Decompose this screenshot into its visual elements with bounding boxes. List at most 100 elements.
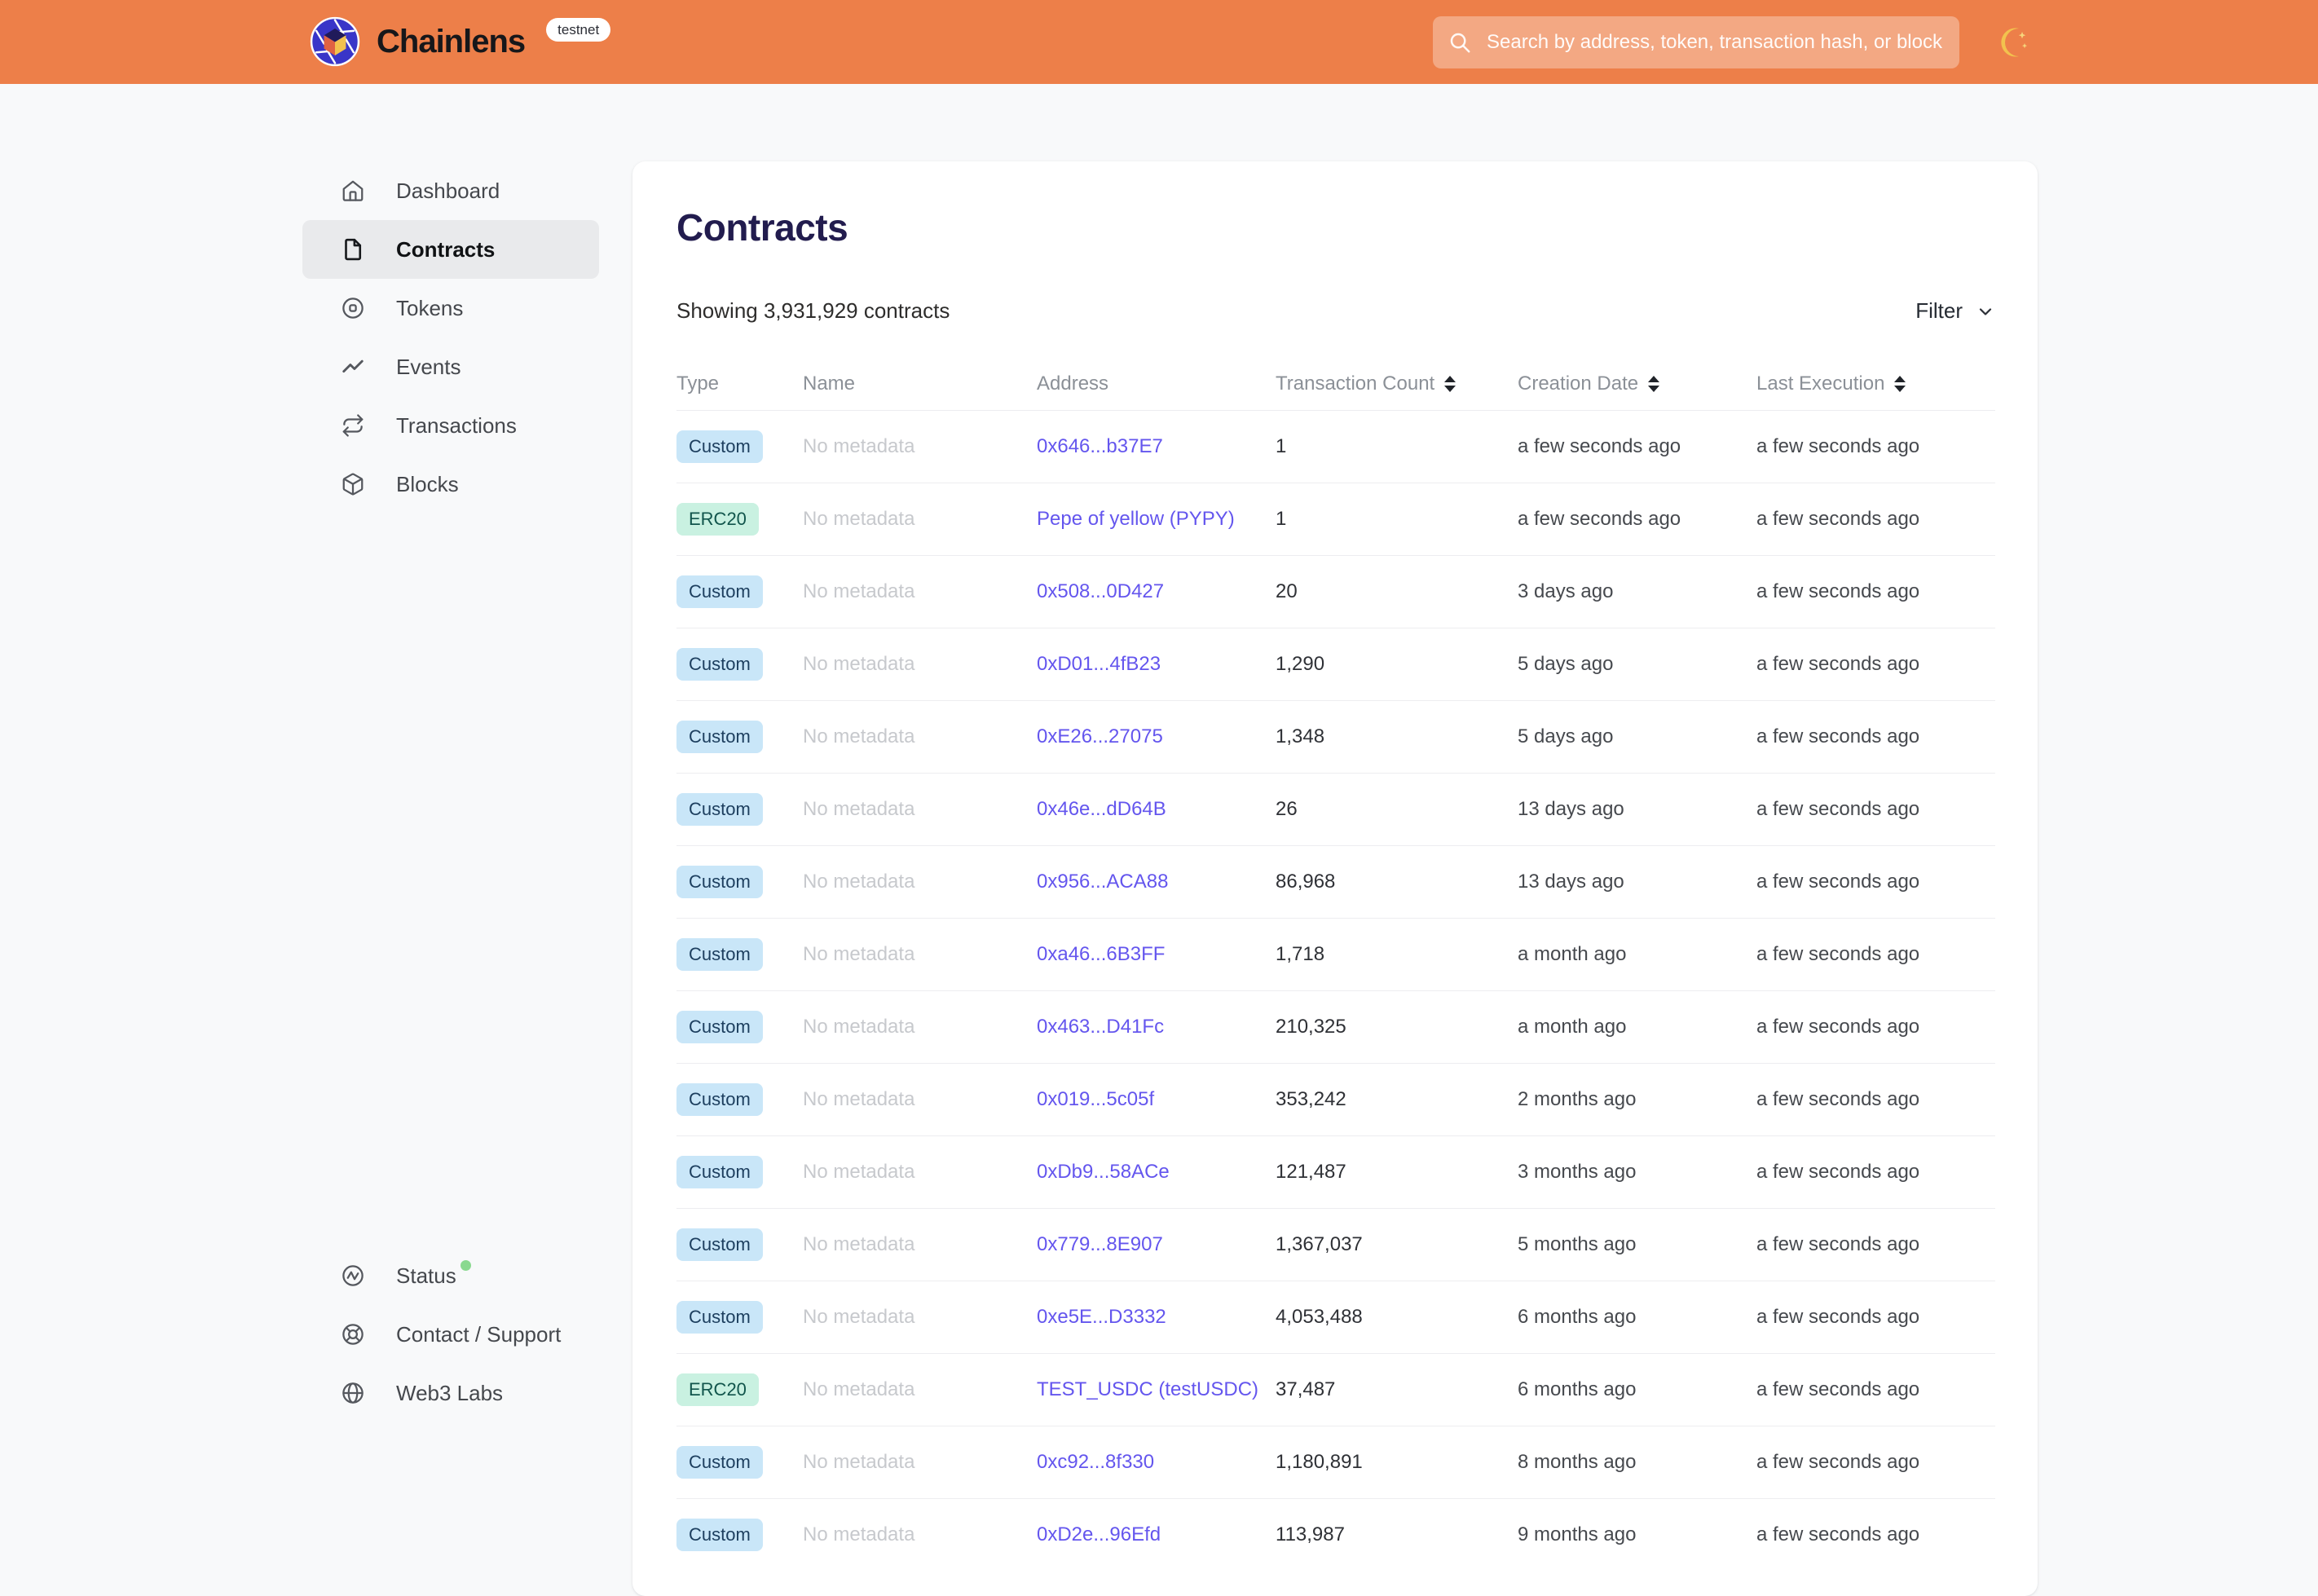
address-link[interactable]: 0xa46...6B3FF — [1037, 943, 1166, 965]
sort-toggle-icon[interactable] — [1648, 376, 1660, 392]
type-badge-cell: Custom — [676, 647, 803, 681]
address-link[interactable]: 0x508...0D427 — [1037, 580, 1165, 602]
sidebar-item-label: Transactions — [396, 412, 517, 438]
last-execution: a few seconds ago — [1756, 725, 1920, 747]
last-execution-cell: a few seconds ago — [1756, 1306, 1995, 1329]
column-header-transaction-count[interactable]: Transaction Count — [1276, 373, 1518, 395]
transaction-count-cell: 1 — [1276, 435, 1518, 458]
filter-button[interactable]: Filter — [1915, 298, 1995, 324]
table-row: Custom No metadata 0x508...0D427 20 3 days a… — [676, 555, 1995, 628]
contract-name: No metadata — [803, 943, 915, 965]
address-link[interactable]: Pepe of yellow (PYPY) — [1037, 508, 1235, 530]
address-link-cell: 0x646...b37E7 — [1037, 435, 1276, 458]
address-link[interactable]: 0x019...5c05f — [1037, 1088, 1155, 1110]
sidebar-nav: Dashboard Contracts Tokens Events Transa… — [302, 161, 599, 514]
sort-toggle-icon[interactable] — [1444, 376, 1456, 392]
moon-theme-toggle-icon[interactable] — [1995, 23, 2034, 62]
creation-date-cell: 13 days ago — [1518, 871, 1756, 893]
pulse-circle-icon — [341, 1263, 365, 1288]
last-execution: a few seconds ago — [1756, 1306, 1920, 1328]
transaction-count: 121,487 — [1276, 1161, 1346, 1183]
creation-date-cell: 9 months ago — [1518, 1523, 1756, 1546]
table-row: Custom No metadata 0x956...ACA88 86,968 13 d… — [676, 845, 1995, 918]
contract-name: No metadata — [803, 1451, 915, 1473]
table-row: Custom No metadata 0xa46...6B3FF 1,718 a mon… — [676, 918, 1995, 990]
search-box[interactable] — [1433, 16, 1959, 68]
column-header-last-execution[interactable]: Last Execution — [1756, 373, 1995, 395]
contract-name: No metadata — [803, 798, 915, 820]
type-badge: Custom — [676, 1228, 763, 1262]
last-execution: a few seconds ago — [1756, 1016, 1920, 1038]
contract-name: No metadata — [803, 1016, 915, 1038]
transaction-count: 1 — [1276, 435, 1287, 457]
contract-name-cell: No metadata — [803, 1306, 1037, 1329]
creation-date-cell: 6 months ago — [1518, 1306, 1756, 1329]
type-badge: Custom — [676, 647, 763, 681]
table-meta-row: Showing 3,931,929 contracts Filter — [676, 298, 1995, 324]
sidebar-item-label: Tokens — [396, 295, 464, 320]
address-link-cell: 0x779...8E907 — [1037, 1233, 1276, 1256]
contracts-card: Contracts Showing 3,931,929 contracts Fi… — [632, 161, 2038, 1596]
transaction-count-cell: 210,325 — [1276, 1016, 1518, 1038]
address-link[interactable]: 0xc92...8f330 — [1037, 1451, 1155, 1473]
brand[interactable]: Chainlens testnet — [310, 16, 611, 67]
creation-date: 6 months ago — [1518, 1378, 1637, 1400]
address-link[interactable]: 0x46e...dD64B — [1037, 798, 1166, 820]
transaction-count-cell: 1 — [1276, 508, 1518, 531]
address-link[interactable]: TEST_USDC (testUSDC) — [1037, 1378, 1259, 1400]
transaction-count-cell: 1,348 — [1276, 725, 1518, 748]
creation-date-cell: 2 months ago — [1518, 1088, 1756, 1111]
creation-date-cell: 5 months ago — [1518, 1233, 1756, 1256]
sidebar-item-blocks[interactable]: Blocks — [302, 455, 599, 514]
type-badge-cell: Custom — [676, 1082, 803, 1117]
contract-name-cell: No metadata — [803, 1088, 1037, 1111]
column-header-address: Address — [1037, 373, 1276, 395]
sidebar-footer-nav: Status Contact / Support Web3 Labs — [302, 1246, 599, 1422]
sidebar-item-status[interactable]: Status — [302, 1246, 599, 1305]
contract-name: No metadata — [803, 1378, 915, 1400]
table-header-row: Type Name Address Transaction Count Creation… — [676, 358, 1995, 410]
last-execution-cell: a few seconds ago — [1756, 508, 1995, 531]
column-label: Transaction Count — [1276, 373, 1435, 395]
transaction-count: 1,348 — [1276, 725, 1325, 747]
contracts-count-summary: Showing 3,931,929 contracts — [676, 298, 950, 323]
column-header-name: Name — [803, 373, 1037, 395]
column-header-type: Type — [676, 373, 803, 395]
address-link[interactable]: 0xD01...4fB23 — [1037, 653, 1161, 675]
address-link[interactable]: 0xE26...27075 — [1037, 725, 1163, 747]
creation-date: 3 months ago — [1518, 1161, 1637, 1183]
search-input[interactable] — [1433, 16, 1959, 68]
address-link[interactable]: 0x956...ACA88 — [1037, 871, 1169, 893]
address-link-cell: 0x508...0D427 — [1037, 580, 1276, 603]
sidebar-item-dashboard[interactable]: Dashboard — [302, 161, 599, 220]
last-execution: a few seconds ago — [1756, 435, 1920, 457]
last-execution: a few seconds ago — [1756, 1161, 1920, 1183]
creation-date: 13 days ago — [1518, 871, 1624, 893]
address-link[interactable]: 0x779...8E907 — [1037, 1233, 1163, 1255]
creation-date: 13 days ago — [1518, 798, 1624, 820]
contracts-table: Type Name Address Transaction Count Creation… — [676, 358, 1995, 1571]
address-link[interactable]: 0x646...b37E7 — [1037, 435, 1163, 457]
sidebar-item-tokens[interactable]: Tokens — [302, 279, 599, 337]
address-link[interactable]: 0x463...D41Fc — [1037, 1016, 1165, 1038]
address-link-cell: 0xDb9...58ACe — [1037, 1161, 1276, 1184]
sidebar-item-contact-support[interactable]: Contact / Support — [302, 1305, 599, 1364]
transaction-count: 37,487 — [1276, 1378, 1336, 1400]
sort-toggle-icon[interactable] — [1894, 376, 1906, 392]
sidebar-item-transactions[interactable]: Transactions — [302, 396, 599, 455]
creation-date: a few seconds ago — [1518, 508, 1681, 530]
last-execution-cell: a few seconds ago — [1756, 725, 1995, 748]
environment-badge: testnet — [546, 18, 611, 42]
sidebar-item-events[interactable]: Events — [302, 337, 599, 396]
address-link-cell: 0xe5E...D3332 — [1037, 1306, 1276, 1329]
sidebar-item-web3-labs[interactable]: Web3 Labs — [302, 1364, 599, 1422]
sidebar-item-label: Blocks — [396, 471, 459, 496]
address-link[interactable]: 0xDb9...58ACe — [1037, 1161, 1170, 1183]
column-header-creation-date[interactable]: Creation Date — [1518, 373, 1756, 395]
contract-name: No metadata — [803, 1306, 915, 1328]
address-link[interactable]: 0xD2e...96Efd — [1037, 1523, 1161, 1545]
sidebar-item-contracts[interactable]: Contracts — [302, 220, 599, 279]
transaction-count: 1,367,037 — [1276, 1233, 1363, 1255]
contract-name-cell: No metadata — [803, 943, 1037, 966]
address-link[interactable]: 0xe5E...D3332 — [1037, 1306, 1166, 1328]
